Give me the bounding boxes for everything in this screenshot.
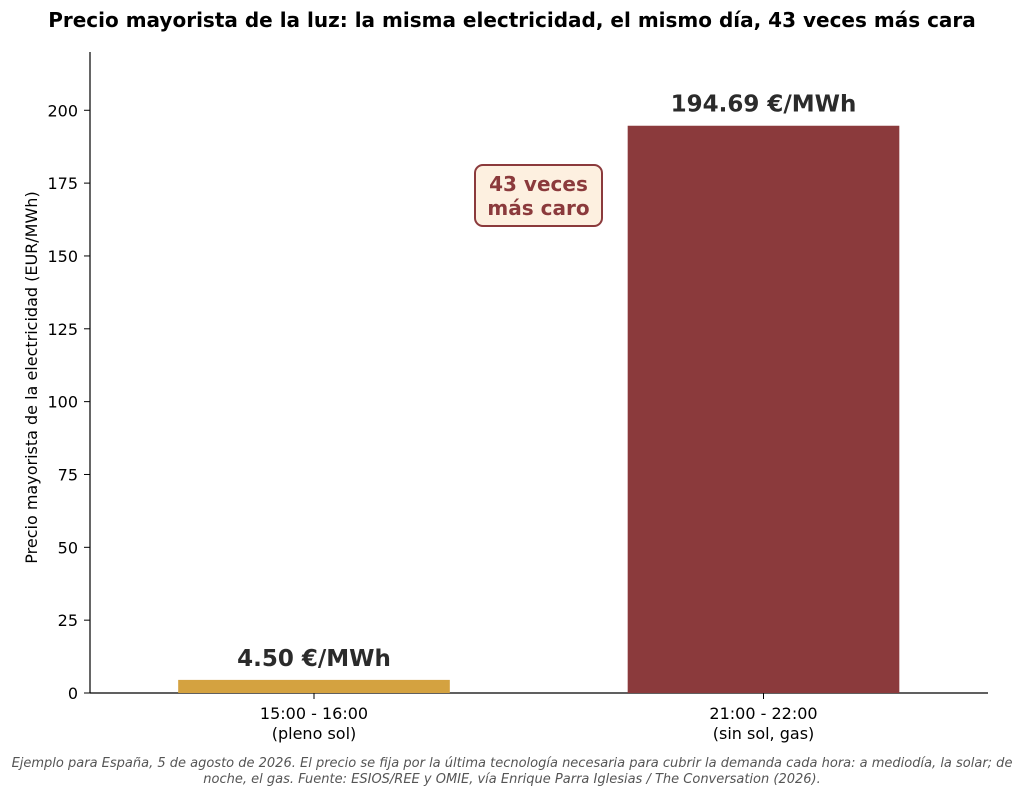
y-tick-label: 175	[47, 174, 78, 193]
y-tick-label: 125	[47, 320, 78, 339]
annotation-text: 43 veces	[489, 172, 588, 196]
footnote-line-1: Ejemplo para España, 5 de agosto de 2026…	[11, 756, 1013, 771]
x-tick-label: 15:00 - 16:00	[260, 704, 368, 723]
y-tick-label: 150	[47, 247, 78, 266]
y-tick-label: 200	[47, 101, 78, 120]
x-tick-label: (sin sol, gas)	[713, 724, 815, 743]
y-tick-label: 50	[58, 538, 78, 557]
chart-title: Precio mayorista de la luz: la misma ele…	[48, 8, 976, 32]
footnote-line-2: noche, el gas. Fuente: ESIOS/REE y OMIE,…	[203, 772, 821, 787]
annotation-text: más caro	[487, 196, 589, 220]
bar-value-label: 4.50 €/MWh	[237, 646, 391, 672]
y-tick-label: 25	[58, 611, 78, 630]
bar-value-label: 194.69 €/MWh	[671, 92, 857, 118]
bar	[627, 125, 900, 693]
y-tick-label: 0	[68, 684, 78, 703]
y-tick-label: 75	[58, 465, 78, 484]
chart-footnote: Ejemplo para España, 5 de agosto de 2026…	[0, 756, 1024, 788]
y-tick-label: 100	[47, 393, 78, 412]
annotation-box	[474, 164, 603, 227]
x-tick-label: (pleno sol)	[272, 724, 357, 743]
x-tick-label: 21:00 - 22:00	[709, 704, 817, 723]
y-axis-label: Precio mayorista de la electricidad (EUR…	[22, 191, 41, 563]
bar	[178, 679, 450, 693]
